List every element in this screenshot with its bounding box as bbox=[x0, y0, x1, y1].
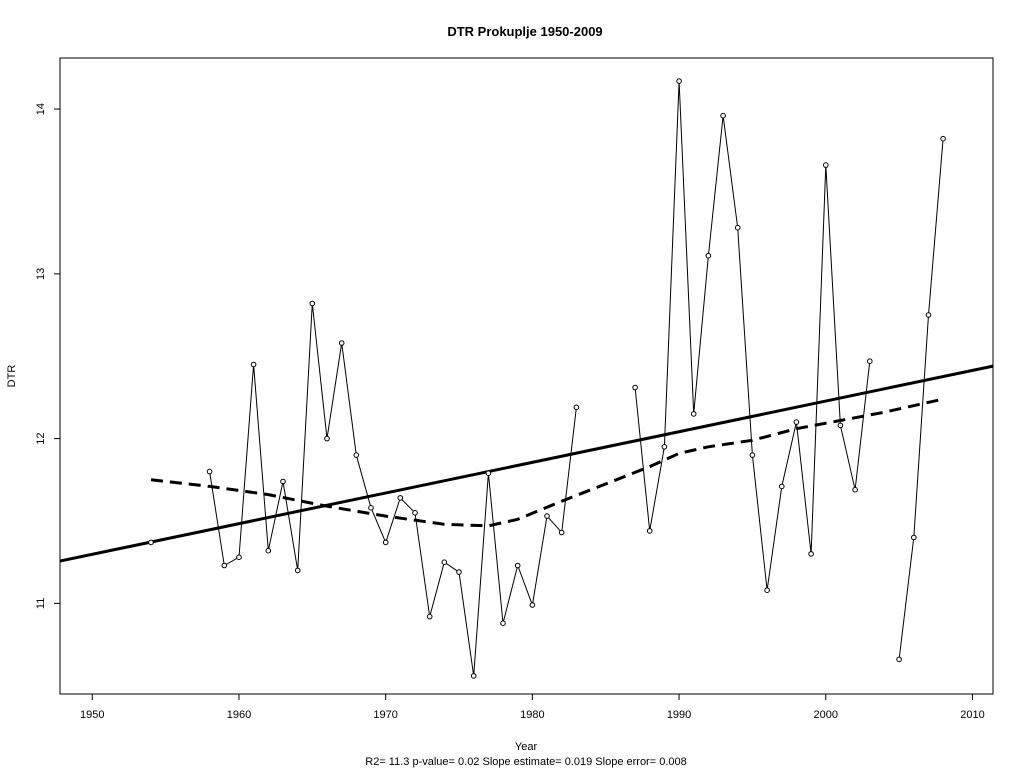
data-point-1961 bbox=[250, 361, 257, 368]
data-point-1973 bbox=[426, 613, 433, 620]
series-layer bbox=[59, 78, 994, 679]
data-point-1958 bbox=[206, 468, 213, 475]
data-point-2003 bbox=[867, 358, 873, 365]
observed-line-segment-3 bbox=[898, 138, 944, 660]
data-point-2001 bbox=[837, 422, 844, 429]
y-tick-label-12: 12 bbox=[35, 432, 47, 444]
data-point-2002 bbox=[852, 486, 858, 493]
x-tick-label-1960: 1960 bbox=[227, 709, 251, 721]
data-point-1972 bbox=[412, 510, 418, 516]
y-axis-label: DTR bbox=[6, 365, 18, 388]
data-point-2008 bbox=[940, 135, 946, 142]
data-point-1987 bbox=[632, 384, 638, 391]
data-point-1964 bbox=[294, 567, 301, 574]
data-point-1993 bbox=[720, 112, 726, 119]
data-point-1990 bbox=[676, 78, 682, 84]
data-point-1999 bbox=[808, 551, 814, 557]
data-point-1962 bbox=[265, 547, 272, 554]
data-point-1976 bbox=[470, 673, 477, 679]
x-tick-label-1970: 1970 bbox=[373, 709, 397, 721]
y-tick-label-11: 11 bbox=[35, 598, 47, 609]
data-point-1996 bbox=[764, 587, 770, 594]
data-point-1977 bbox=[485, 470, 492, 477]
data-point-1992 bbox=[705, 252, 712, 259]
data-point-1982 bbox=[558, 529, 565, 536]
data-point-1969 bbox=[368, 505, 374, 511]
plot-frame bbox=[59, 57, 994, 695]
data-point-1974 bbox=[441, 559, 448, 566]
data-point-1988 bbox=[646, 528, 653, 534]
y-tick-label-14: 14 bbox=[35, 103, 47, 115]
x-tick-label-1950: 1950 bbox=[80, 709, 104, 721]
data-point-1965 bbox=[309, 300, 316, 307]
smooth-trend-line bbox=[150, 397, 944, 528]
data-point-1975 bbox=[456, 569, 462, 575]
data-point-1997 bbox=[779, 483, 785, 490]
observed-line-segment-1 bbox=[209, 303, 577, 676]
data-point-1970 bbox=[382, 539, 389, 546]
chart-title: DTR Prokuplje 1950-2009 bbox=[447, 24, 602, 39]
data-point-1979 bbox=[514, 562, 521, 569]
data-point-2005 bbox=[896, 656, 902, 663]
data-point-1963 bbox=[280, 478, 286, 485]
data-point-1960 bbox=[236, 554, 242, 561]
data-point-1966 bbox=[324, 435, 330, 442]
y-tick-label-13: 13 bbox=[35, 268, 47, 280]
data-point-1989 bbox=[661, 444, 668, 450]
x-tick-label-2000: 2000 bbox=[814, 709, 838, 721]
data-point-1978 bbox=[500, 620, 506, 627]
x-tick-label-2010: 2010 bbox=[960, 709, 984, 721]
x-axis-label: Year bbox=[515, 741, 538, 753]
data-point-2006 bbox=[911, 534, 917, 541]
x-tick-label-1990: 1990 bbox=[667, 709, 691, 721]
data-point-1991 bbox=[690, 411, 697, 417]
data-point-1981 bbox=[544, 513, 550, 519]
data-point-1968 bbox=[353, 452, 360, 458]
data-point-1971 bbox=[397, 495, 404, 501]
data-point-1980 bbox=[529, 602, 536, 608]
data-point-1998 bbox=[793, 419, 800, 425]
linear-trend-line bbox=[59, 364, 994, 563]
data-point-2007 bbox=[925, 312, 932, 318]
axes: 1950 1960 1970 1980 1990 2000 2010 11 12 13 14 bbox=[35, 103, 985, 721]
data-point-1995 bbox=[749, 452, 756, 458]
data-point-1959 bbox=[221, 562, 228, 569]
data-point-1983 bbox=[573, 404, 580, 411]
data-point-1954 bbox=[148, 539, 154, 546]
data-point-1994 bbox=[734, 224, 741, 231]
chart-subtitle: R2= 11.3 p-value= 0.02 Slope estimate= 0… bbox=[365, 756, 686, 768]
data-point-1967 bbox=[338, 340, 345, 346]
x-tick-label-1980: 1980 bbox=[520, 709, 544, 721]
data-point-2000 bbox=[823, 162, 829, 168]
